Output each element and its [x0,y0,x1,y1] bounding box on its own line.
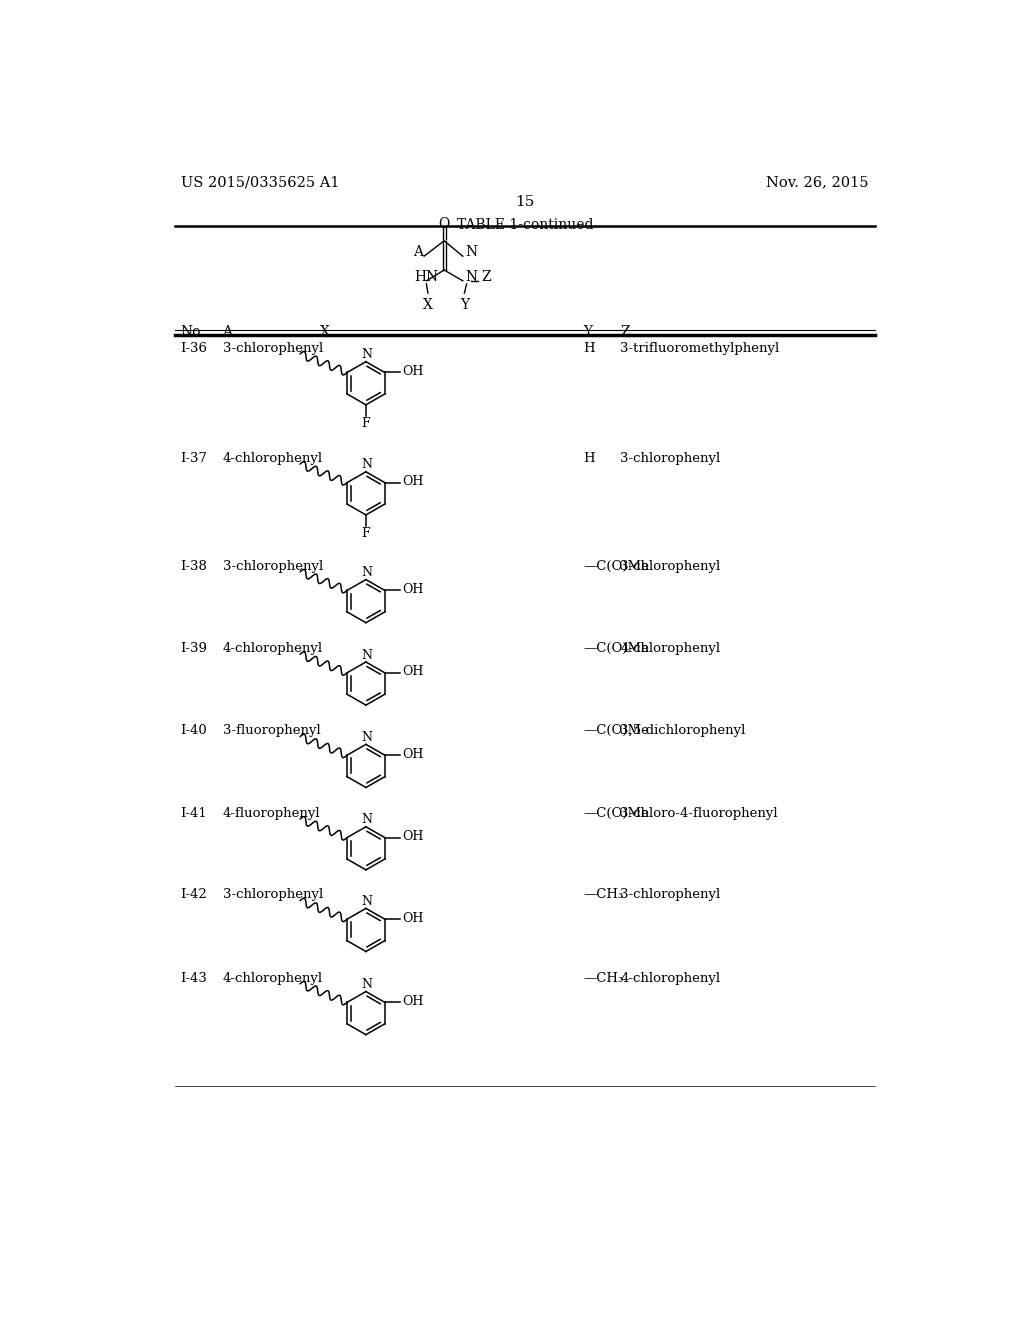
Text: I-37: I-37 [180,451,208,465]
Text: —CH₃: —CH₃ [584,972,624,985]
Text: 3-chlorophenyl: 3-chlorophenyl [222,560,323,573]
Text: 4-chlorophenyl: 4-chlorophenyl [621,972,720,985]
Text: 4-chlorophenyl: 4-chlorophenyl [222,451,323,465]
Text: US 2015/0335625 A1: US 2015/0335625 A1 [180,176,339,189]
Text: TABLE 1-continued: TABLE 1-continued [457,218,593,232]
Text: —C(O)Me: —C(O)Me [584,725,649,738]
Text: OH: OH [401,583,423,597]
Text: 3-chlorophenyl: 3-chlorophenyl [621,560,720,573]
Text: Nov. 26, 2015: Nov. 26, 2015 [766,176,869,189]
Text: H: H [584,451,595,465]
Text: N: N [361,648,372,661]
Text: N: N [361,895,372,908]
Text: N: N [361,348,372,362]
Text: Z: Z [481,271,492,284]
Text: 3-chlorophenyl: 3-chlorophenyl [222,342,323,355]
Text: OH: OH [401,830,423,843]
Text: 4-chlorophenyl: 4-chlorophenyl [222,972,323,985]
Text: F: F [361,417,371,430]
Text: —C(O)Me: —C(O)Me [584,642,649,655]
Text: N: N [361,566,372,579]
Text: N: N [465,246,477,259]
Text: OH: OH [401,995,423,1008]
Text: OH: OH [401,366,423,379]
Text: I-38: I-38 [180,560,208,573]
Text: N: N [361,731,372,744]
Text: I-42: I-42 [180,888,208,902]
Text: —CH₃: —CH₃ [584,888,624,902]
Text: H: H [584,342,595,355]
Text: 3-chlorophenyl: 3-chlorophenyl [621,451,720,465]
Text: OH: OH [401,748,423,760]
Text: I-36: I-36 [180,342,208,355]
Text: A: A [413,246,423,259]
Text: N: N [361,978,372,991]
Text: I-41: I-41 [180,807,208,820]
Text: F: F [361,527,371,540]
Text: A: A [222,326,232,339]
Text: OH: OH [401,665,423,678]
Text: 3,5-dichlorophenyl: 3,5-dichlorophenyl [621,725,745,738]
Text: I-43: I-43 [180,972,208,985]
Text: I-40: I-40 [180,725,208,738]
Text: Y: Y [460,298,469,312]
Text: —C(O)Me: —C(O)Me [584,560,649,573]
Text: HN: HN [414,271,438,284]
Text: 4-chlorophenyl: 4-chlorophenyl [621,642,720,655]
Text: OH: OH [401,912,423,925]
Text: 4-fluorophenyl: 4-fluorophenyl [222,807,321,820]
Text: OH: OH [401,475,423,488]
Text: —C(O)Me: —C(O)Me [584,807,649,820]
Text: 3-fluorophenyl: 3-fluorophenyl [222,725,321,738]
Text: N: N [465,271,477,284]
Text: N: N [361,458,372,471]
Text: 3-chloro-4-fluorophenyl: 3-chloro-4-fluorophenyl [621,807,778,820]
Text: 3-chlorophenyl: 3-chlorophenyl [621,888,720,902]
Text: No.: No. [180,326,205,339]
Text: I-39: I-39 [180,642,208,655]
Text: X: X [321,326,330,339]
Text: Z: Z [621,326,630,339]
Text: O: O [438,216,450,231]
Text: 3-trifluoromethylphenyl: 3-trifluoromethylphenyl [621,342,779,355]
Text: N: N [361,813,372,826]
Text: X: X [423,298,433,312]
Text: 15: 15 [515,195,535,210]
Text: 3-chlorophenyl: 3-chlorophenyl [222,888,323,902]
Text: 4-chlorophenyl: 4-chlorophenyl [222,642,323,655]
Text: Y: Y [584,326,593,339]
